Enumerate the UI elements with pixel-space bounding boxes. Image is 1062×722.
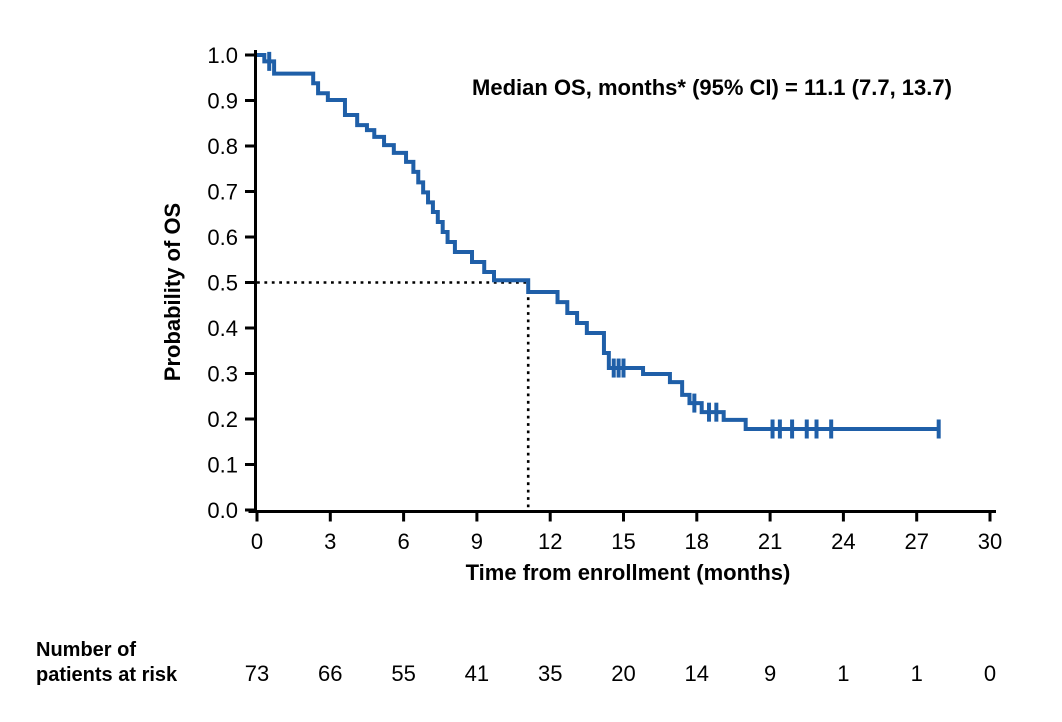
at-risk-count: 14 (685, 661, 709, 686)
at-risk-label-line2: patients at risk (36, 664, 178, 686)
median-os-annotation: Median OS, months* (95% CI) = 11.1 (7.7,… (472, 75, 952, 100)
at-risk-count: 73 (245, 661, 269, 686)
x-tick-label: 15 (611, 529, 635, 554)
at-risk-count: 66 (318, 661, 342, 686)
at-risk-count: 41 (465, 661, 489, 686)
y-tick-label: 0.7 (207, 180, 238, 205)
y-tick-label: 1.0 (207, 43, 238, 68)
y-tick-label: 0.4 (207, 316, 238, 341)
x-axis-title: Time from enrollment (months) (466, 560, 791, 585)
at-risk-count: 55 (391, 661, 415, 686)
x-tick-label: 21 (758, 529, 782, 554)
median-reference-lines (257, 281, 530, 510)
at-risk-count: 1 (837, 661, 849, 686)
y-tick-label: 0.9 (207, 89, 238, 114)
x-tick-label: 18 (685, 529, 709, 554)
at-risk-count: 1 (911, 661, 923, 686)
y-axis-title: Probability of OS (160, 203, 185, 381)
km-curve (257, 53, 939, 432)
km-curve-group (257, 51, 941, 439)
x-tick-label: 24 (831, 529, 855, 554)
x-tick-label: 6 (397, 529, 409, 554)
y-tick-label: 0.1 (207, 453, 238, 478)
y-tick-label: 0.0 (207, 498, 238, 523)
x-tick-label: 27 (904, 529, 928, 554)
x-tick-label: 12 (538, 529, 562, 554)
at-risk-count: 35 (538, 661, 562, 686)
x-tick-label: 30 (978, 529, 1002, 554)
at-risk-count: 20 (611, 661, 635, 686)
y-tick-label: 0.8 (207, 134, 238, 159)
at-risk-count: 0 (984, 661, 996, 686)
x-axis-ticks: 0 3 6 9 12 15 18 21 24 27 30 (251, 511, 1002, 554)
x-tick-label: 0 (251, 529, 263, 554)
y-axis-ticks: 1.0 0.9 0.8 0.7 0.6 0.5 0.4 0.3 0.2 0.1 0.0 (207, 43, 256, 523)
y-tick-label: 0.5 (207, 271, 238, 296)
y-tick-label: 0.2 (207, 407, 238, 432)
y-tick-label: 0.6 (207, 225, 238, 250)
at-risk-label-line1: Number of (36, 639, 136, 661)
x-tick-label: 3 (324, 529, 336, 554)
at-risk-count: 9 (764, 661, 776, 686)
y-tick-label: 0.3 (207, 362, 238, 387)
at-risk-values: 73 66 55 41 35 20 14 9 1 1 0 (245, 661, 996, 686)
x-tick-label: 9 (471, 529, 483, 554)
